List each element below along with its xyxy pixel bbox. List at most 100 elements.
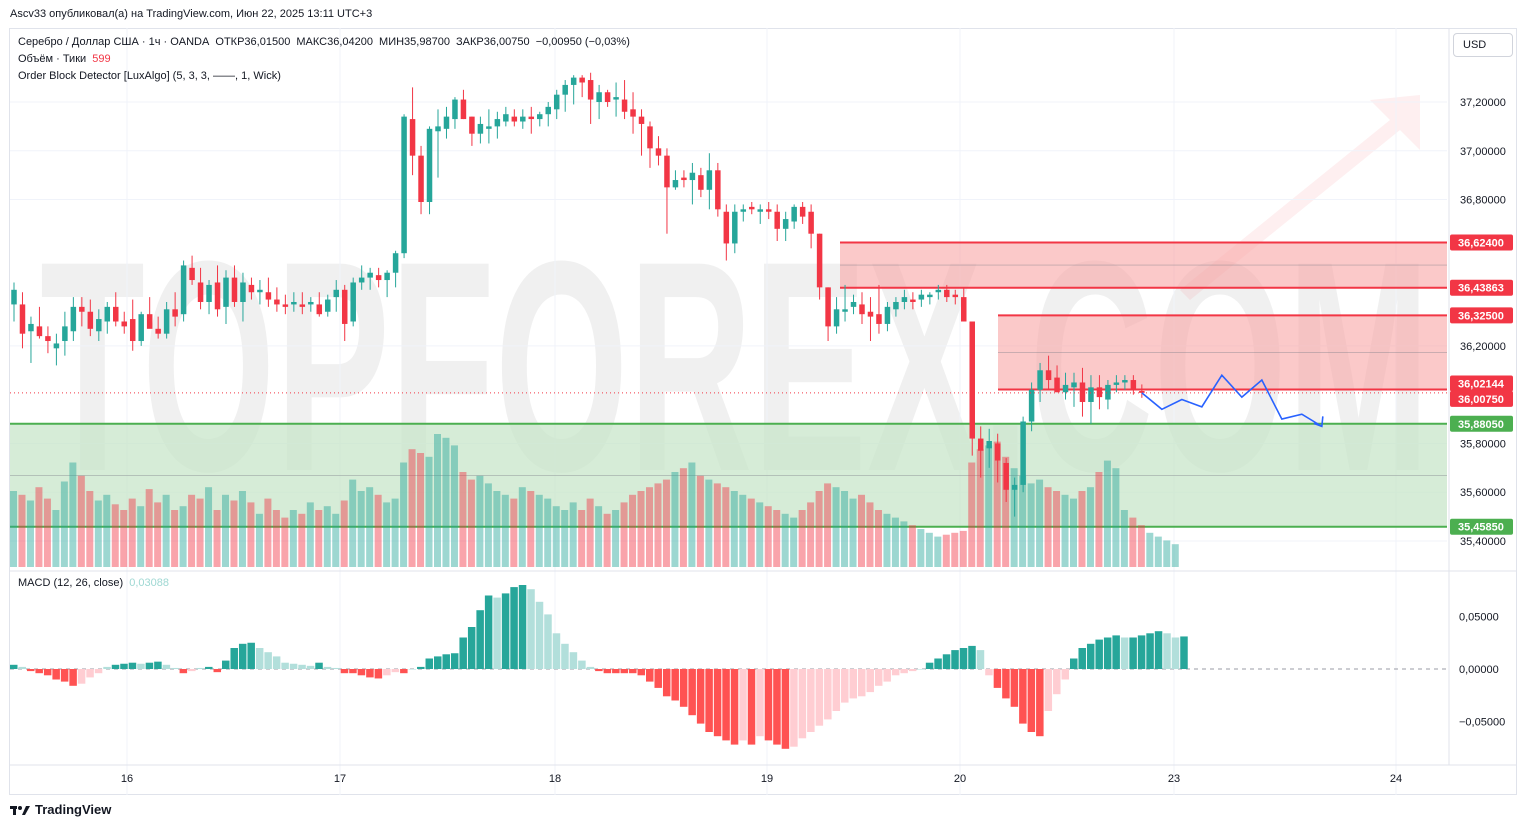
macd-bar — [1112, 635, 1120, 669]
volume-bar — [1137, 525, 1145, 567]
candle-body — [791, 206, 797, 222]
candle-body — [231, 277, 238, 302]
volume-bar — [544, 498, 552, 567]
ohlc-high: МАКС36,04200 — [296, 36, 373, 48]
candle-body — [537, 114, 543, 120]
volume-bar — [654, 483, 662, 567]
macd-bar — [849, 669, 858, 699]
candle-body — [375, 275, 382, 281]
volume-bar — [349, 479, 357, 567]
x-tick-label: 20 — [954, 773, 966, 785]
symbol-legend: Серебро / Доллар США · 1ч · OANDA ОТКР36… — [18, 36, 633, 48]
macd-bar — [400, 669, 408, 674]
price-label-text: 36,00750 — [1458, 394, 1504, 406]
candle-body — [850, 301, 857, 307]
volume-bar — [1086, 487, 1094, 567]
candle-body — [53, 343, 60, 349]
candle-body — [833, 309, 840, 327]
volume-bar — [951, 532, 959, 567]
macd-bar — [306, 665, 315, 669]
candle-body — [36, 326, 43, 337]
volume-bar — [637, 491, 645, 567]
macd-bar — [417, 666, 425, 669]
macd-bar — [43, 669, 52, 676]
macd-bar — [815, 669, 824, 726]
volume-bar — [332, 513, 340, 567]
volume-bar — [69, 462, 77, 567]
macd-bar — [654, 669, 662, 688]
candle-body — [443, 116, 450, 129]
volume-bar — [841, 491, 849, 567]
volume-bar — [196, 498, 204, 567]
volume-bar — [145, 489, 153, 567]
candle-body — [79, 306, 85, 312]
volume-bar — [137, 506, 145, 567]
macd-bar — [154, 661, 162, 669]
volume-bar — [205, 487, 213, 567]
candle-body — [155, 328, 161, 334]
candle-body — [927, 294, 933, 298]
macd-bar — [1010, 669, 1019, 707]
candle-body — [1045, 370, 1052, 381]
volume-bar — [722, 487, 730, 567]
macd-bar — [866, 669, 874, 693]
candle-body — [358, 277, 365, 283]
ohlc-change: −0,00950 (−0,03%) — [535, 36, 630, 48]
volume-value: 599 — [92, 53, 111, 65]
macd-bar — [196, 667, 205, 669]
candle-body — [799, 206, 806, 217]
candle-body — [214, 282, 221, 310]
volume-bar — [306, 502, 314, 567]
macd-bar — [247, 642, 255, 669]
candle-body — [274, 299, 280, 305]
candle-body — [316, 304, 323, 315]
volume-bar — [874, 510, 882, 567]
tradingview-icon — [10, 805, 30, 815]
volume-bar — [459, 472, 467, 567]
volume-bar — [832, 487, 840, 567]
price-label-box — [1450, 375, 1513, 392]
volume-bar — [756, 502, 764, 567]
candle-body — [647, 126, 653, 149]
macd-tick-label: 0,00000 — [1459, 664, 1499, 676]
volume-bar — [442, 437, 450, 567]
macd-bar — [959, 648, 968, 669]
volume-bar — [366, 487, 374, 567]
candle-body — [740, 209, 747, 212]
macd-bar — [128, 662, 137, 669]
macd-bar — [391, 669, 400, 673]
candle-body — [689, 172, 696, 181]
volume-bar — [620, 502, 628, 567]
volume-bar — [1053, 491, 1061, 567]
macd-bar — [188, 669, 196, 672]
candle-body — [435, 126, 441, 132]
volume-bar — [993, 441, 1001, 567]
candle-body — [893, 301, 899, 310]
volume-bar — [612, 510, 620, 567]
macd-bar — [52, 669, 60, 680]
candle-body — [918, 294, 925, 300]
volume-bar — [586, 498, 594, 567]
candle-body — [129, 319, 136, 342]
macd-bar — [467, 627, 476, 669]
candle-body — [867, 311, 874, 317]
candle-body — [189, 267, 195, 281]
candle-body — [1020, 421, 1026, 485]
candle-body — [265, 292, 272, 300]
currency-button[interactable]: USD — [1453, 33, 1513, 57]
candle-body — [553, 94, 560, 110]
volume-bar — [1036, 479, 1044, 567]
volume-bar — [374, 494, 382, 567]
macd-bar — [679, 669, 688, 707]
candle-body — [808, 211, 814, 234]
macd-bar — [103, 666, 111, 669]
macd-bar — [383, 669, 391, 676]
macd-bar — [527, 589, 535, 669]
macd-bar — [450, 653, 459, 669]
macd-bar — [1027, 669, 1036, 732]
volume-bar — [425, 456, 433, 567]
candle-body — [545, 106, 551, 115]
y-tick-label: 36,20000 — [1460, 341, 1506, 353]
volume-legend: Объём · Тики 599 — [18, 53, 114, 65]
